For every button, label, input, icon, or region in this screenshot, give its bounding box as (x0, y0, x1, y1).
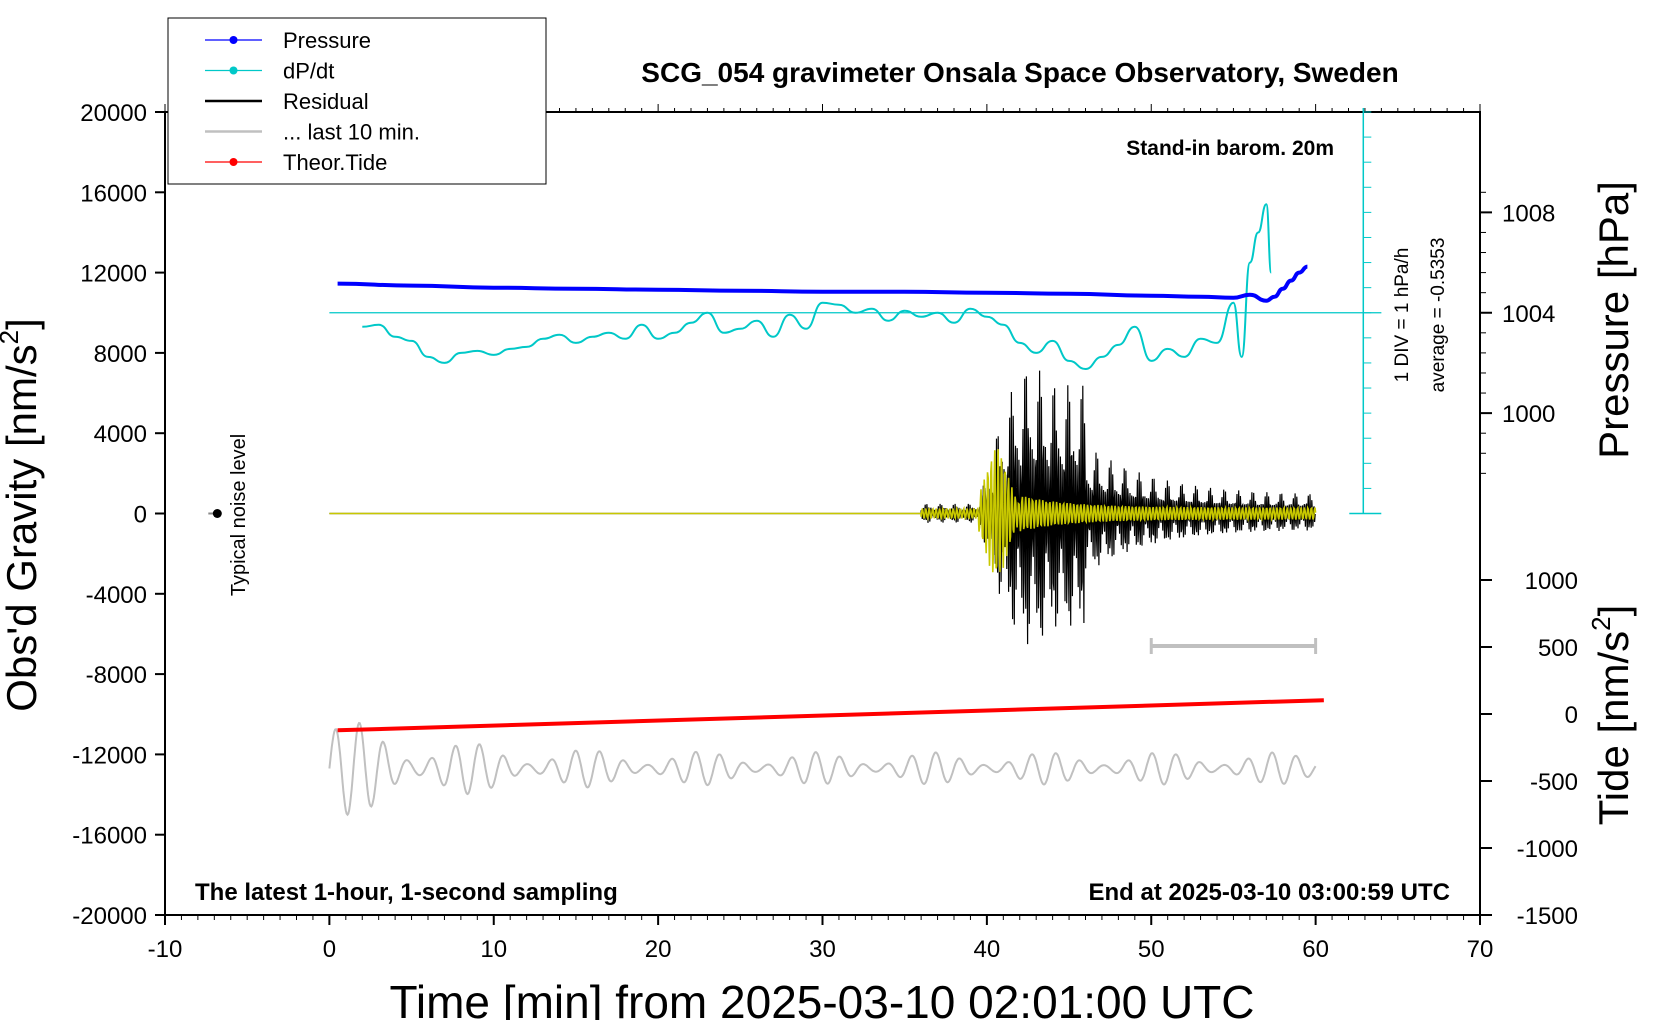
y-tick-label: 8000 (94, 341, 147, 368)
filtered-line (329, 449, 1317, 573)
y-tick-label: 16000 (80, 180, 147, 207)
legend-marker (229, 36, 238, 44)
pressure-tick-label: 1008 (1502, 200, 1555, 227)
y-tick-label: 0 (134, 502, 147, 529)
series-layer (208, 203, 1324, 817)
y-tick-label: -20000 (72, 903, 147, 930)
x-axis: -10 0 10 20 30 40 50 60 70 (148, 915, 1494, 963)
y-tick-label: -4000 (86, 582, 147, 609)
tide-tick-label: -500 (1530, 769, 1578, 796)
x-axis-label: Time [min] from 2025-03-10 02:01:00 UTC (390, 976, 1255, 1020)
pressure-line (337, 264, 1308, 303)
minor-ticks (164, 104, 1481, 920)
y-tick-label: 4000 (94, 421, 147, 448)
noise-marker-dot (212, 509, 222, 518)
x-tick-label: 0 (323, 936, 336, 963)
bottom-left-label: The latest 1-hour, 1-second sampling (195, 879, 618, 906)
last-10-min-line (328, 721, 1317, 817)
y-axis-label-pressure: Pressure [hPa] (1590, 181, 1637, 459)
x-tick-label: 20 (645, 936, 672, 963)
tide-tick-label: 500 (1538, 635, 1578, 662)
pressure-tick-label: 1000 (1502, 401, 1555, 428)
x-tick-label: 10 (480, 936, 507, 963)
legend: Pressure dP/dt Residual ... last 10 min. The… (205, 28, 420, 175)
legend-label: Residual (283, 89, 369, 114)
tide-tick-label: 0 (1565, 702, 1578, 729)
x-tick-label: -10 (148, 936, 183, 963)
y-axis-tide: 1000 500 0 -500 -1000 -1500 (1480, 568, 1578, 930)
y-tick-label: -8000 (86, 662, 147, 689)
y-tick-label: -12000 (72, 742, 147, 769)
x-tick-label: 40 (974, 936, 1001, 963)
chart-title: SCG_054 gravimeter Onsala Space Observat… (641, 57, 1398, 88)
average-label: average = -0.5353 (1428, 238, 1449, 393)
y-axis-pressure: 1008 1004 1000 (1480, 191, 1555, 474)
x-tick-label: 50 (1138, 936, 1165, 963)
y-tick-label: -16000 (72, 823, 147, 850)
div-scale-label: 1 DIV = 1 hPa/h (1392, 248, 1413, 383)
legend-label: Pressure (283, 28, 371, 53)
theor-tide-line (337, 698, 1324, 733)
legend-label: Theor.Tide (283, 150, 387, 175)
tide-tick-label: 1000 (1525, 568, 1578, 595)
y-axis-label-gravity: Obs'd Gravity [nm/s2] (0, 318, 45, 712)
tide-tick-label: -1000 (1517, 836, 1578, 863)
legend-label: dP/dt (283, 59, 334, 84)
tide-tick-label: -1500 (1517, 903, 1578, 930)
legend-marker (229, 66, 238, 75)
noise-label: Typical noise level (228, 434, 250, 596)
pressure-tick-label: 1004 (1502, 301, 1555, 328)
bottom-right-label: End at 2025-03-10 03:00:59 UTC (1089, 879, 1451, 906)
dpdt-line (362, 203, 1273, 371)
legend-label: ... last 10 min. (283, 120, 420, 145)
y-tick-label: 12000 (80, 261, 147, 288)
stand-in-label: Stand-in barom. 20m (1126, 137, 1334, 160)
x-tick-label: 30 (809, 936, 836, 963)
y-tick-label: 20000 (80, 100, 147, 127)
legend-marker (229, 158, 238, 166)
y-axis-gravity: 20000 16000 12000 8000 4000 0 -4000 -8000 -12000… (72, 100, 165, 930)
y-axis-label-tide: Tide [nm/s2] (1586, 605, 1637, 826)
x-tick-label: 70 (1467, 936, 1494, 963)
x-tick-label: 60 (1302, 936, 1329, 963)
